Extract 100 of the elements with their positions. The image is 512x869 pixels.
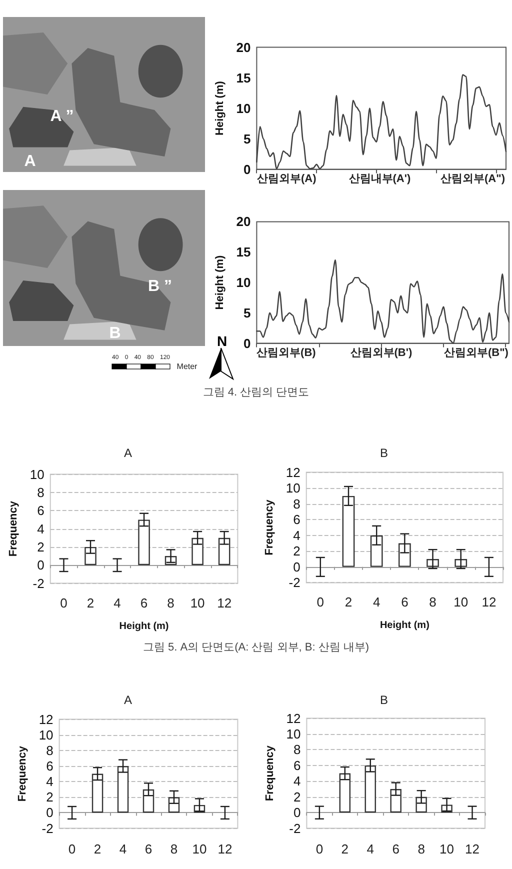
x-tick-label: 2 xyxy=(94,841,102,856)
bar xyxy=(370,535,383,567)
y-tick-label: 0 xyxy=(293,805,301,820)
y-tick-label: 8 xyxy=(46,742,54,758)
y-tick-label: 10 xyxy=(38,727,54,742)
bar xyxy=(364,765,376,813)
x-tick-label: 0 xyxy=(316,594,324,610)
y-tick-label: 10 xyxy=(286,480,300,496)
x-tick-label: 산림외부(B) xyxy=(256,346,316,359)
y-tick-label: 10 xyxy=(286,726,301,742)
chart-title: A xyxy=(124,693,132,707)
y-tick-label: -2 xyxy=(288,575,300,590)
y-tick-label: 6 xyxy=(293,512,300,528)
bar xyxy=(454,559,468,567)
bar xyxy=(92,774,104,813)
y-tick-label: 4 xyxy=(46,774,54,790)
x-tick-label: 12 xyxy=(218,841,232,856)
x-tick-label: 6 xyxy=(140,595,148,610)
x-tick-label: 8 xyxy=(167,595,174,610)
chart-title: B xyxy=(380,446,388,460)
text: A xyxy=(24,153,36,170)
y-tick-label: 4 xyxy=(293,528,300,543)
y-tick-label: 2 xyxy=(37,539,44,554)
y-axis-title: Height (m) xyxy=(214,254,226,310)
x-tick-label: 산림외부(A) xyxy=(256,172,317,185)
y-tick-label: 12 xyxy=(286,464,300,480)
y-tick-label: 10 xyxy=(236,100,251,116)
y-tick-label: 5 xyxy=(243,131,251,146)
text: Meter xyxy=(176,362,198,371)
x-tick-label: 4 xyxy=(119,841,127,856)
x-tick-label: 4 xyxy=(372,594,380,610)
x-tick-label: 0 xyxy=(60,595,68,610)
y-tick-label: 10 xyxy=(30,466,44,482)
bar xyxy=(138,520,150,566)
x-tick-label: 8 xyxy=(429,594,436,610)
x-tick-label: 10 xyxy=(192,841,207,856)
x-tick-label: 8 xyxy=(418,841,425,856)
y-tick-label: 20 xyxy=(236,214,251,230)
x-tick-label: 0 xyxy=(68,841,76,856)
y-tick-label: 10 xyxy=(236,275,251,290)
y-tick-label: 12 xyxy=(38,712,54,727)
y-axis-title: Frequency xyxy=(8,500,20,557)
x-tick-label: 6 xyxy=(144,841,152,856)
x-tick-label: 0 xyxy=(316,841,324,856)
x-tick-label: 2 xyxy=(344,594,352,610)
bar xyxy=(192,538,204,566)
x-tick-label: 산림외부(B") xyxy=(444,346,509,359)
x-tick-label: 8 xyxy=(170,841,178,856)
x-tick-label: 6 xyxy=(401,594,408,610)
y-tick-label: 4 xyxy=(293,774,301,789)
bar xyxy=(84,546,96,566)
x-axis-title: Height (m) xyxy=(380,620,430,632)
x-axis-title: Height (m) xyxy=(119,620,169,632)
y-tick-label: 6 xyxy=(46,758,54,774)
y-tick-label: 2 xyxy=(293,544,300,559)
y-tick-label: 20 xyxy=(236,40,251,55)
y-tick-label: -2 xyxy=(289,820,301,836)
y-tick-label: 4 xyxy=(37,521,44,536)
y-tick-label: 6 xyxy=(293,758,301,773)
bar xyxy=(218,538,230,566)
y-axis-title: Frequency xyxy=(16,745,28,802)
x-tick-label: 산림내부(A') xyxy=(348,172,411,185)
x-tick-label: 산림외부(B') xyxy=(350,346,412,359)
chart-title: A xyxy=(124,446,132,460)
bar xyxy=(390,789,402,813)
y-tick-label: -2 xyxy=(42,820,54,836)
x-tick-label: 12 xyxy=(217,595,232,610)
y-tick-label: -2 xyxy=(32,576,44,591)
y-tick-label: 5 xyxy=(243,305,251,320)
line-series xyxy=(256,259,510,344)
y-axis-title: Frequency xyxy=(264,744,276,802)
bar xyxy=(142,789,154,813)
y-tick-label: 6 xyxy=(37,503,44,518)
x-tick-label: 12 xyxy=(482,594,496,610)
y-tick-label: 12 xyxy=(286,710,301,726)
y-axis-title: Frequency xyxy=(264,498,276,556)
x-tick-label: 산림외부(A") xyxy=(440,172,506,185)
bar xyxy=(339,773,351,813)
x-tick-label: 10 xyxy=(440,841,454,856)
y-axis-title: Height (m) xyxy=(214,80,226,136)
y-tick-label: 15 xyxy=(236,244,251,260)
bar xyxy=(117,766,129,813)
x-tick-label: 12 xyxy=(465,841,480,856)
text: A ” xyxy=(50,108,74,125)
caption: 그림 4. 산림의 단면도 xyxy=(202,386,310,398)
y-tick-label: 8 xyxy=(37,484,44,500)
x-tick-label: 2 xyxy=(86,595,94,610)
y-tick-label: 2 xyxy=(293,789,301,804)
bar xyxy=(342,496,355,567)
x-tick-label: 2 xyxy=(341,841,349,856)
x-tick-label: 10 xyxy=(190,595,205,610)
chart-title: B xyxy=(380,693,388,707)
x-tick-label: 4 xyxy=(366,841,374,856)
x-tick-label: 6 xyxy=(392,841,400,856)
y-tick-label: 8 xyxy=(293,742,301,758)
text: B ” xyxy=(148,278,172,295)
y-tick-label: 8 xyxy=(293,496,300,512)
y-tick-label: 0 xyxy=(293,559,300,574)
x-tick-label: 4 xyxy=(114,595,121,610)
y-tick-label: 2 xyxy=(46,790,54,805)
